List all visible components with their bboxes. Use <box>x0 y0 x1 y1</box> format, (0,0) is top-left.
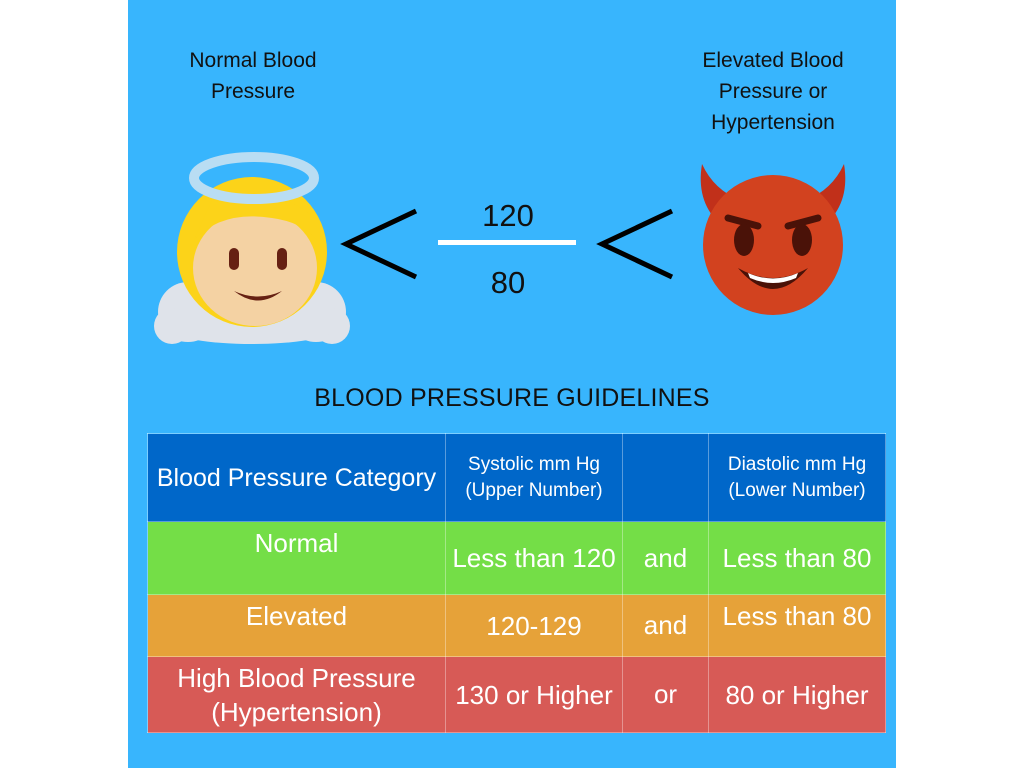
less-than-symbol <box>340 208 418 280</box>
conjunction-header <box>622 433 709 522</box>
conjunction-cell: or <box>622 656 709 733</box>
table-row: Elevated 120-129 and Less than 80 <box>147 594 886 657</box>
smiling-devil-face-icon <box>700 164 846 315</box>
elevated-bp-label: Elevated Blood Pressure or Hypertension <box>702 49 844 134</box>
category-cell: Elevated <box>147 594 446 657</box>
conjunction-cell: and <box>622 594 709 657</box>
diastolic-header: Diastolic mm Hg (Lower Number) <box>708 433 886 522</box>
diastolic-cell: Less than 80 <box>708 521 886 595</box>
table-header-row: Blood Pressure Category Systolic mm Hg (… <box>147 433 886 522</box>
less-than-symbol <box>596 208 674 280</box>
guidelines-title: BLOOD PRESSURE GUIDELINES <box>314 384 710 412</box>
table-row: Normal Less than 120 and Less than 80 <box>147 521 886 595</box>
conjunction-cell: and <box>622 521 709 595</box>
systolic-cell: Less than 120 <box>445 521 623 595</box>
diastolic-cell: Less than 80 <box>708 594 886 657</box>
diastolic-cell: 80 or Higher <box>708 656 886 733</box>
category-cell: Normal <box>147 521 446 595</box>
systolic-cell: 120-129 <box>445 594 623 657</box>
normal-bp-label: Normal Blood Pressure <box>189 49 317 103</box>
category-cell: High Blood Pressure (Hypertension) <box>147 656 446 733</box>
angel-face-icon <box>154 152 350 344</box>
systolic-value: 120 <box>482 198 534 233</box>
blood-pressure-table: Blood Pressure Category Systolic mm Hg (… <box>147 433 886 733</box>
systolic-cell: 130 or Higher <box>445 656 623 733</box>
infographic-panel: Normal Blood Pressure Elevated Blood Pre… <box>128 0 896 768</box>
systolic-header: Systolic mm Hg (Upper Number) <box>445 433 623 522</box>
table-row: High Blood Pressure (Hypertension) 130 o… <box>147 656 886 733</box>
category-header: Blood Pressure Category <box>147 433 446 522</box>
fraction-bar <box>438 240 576 245</box>
diastolic-value: 80 <box>490 265 526 300</box>
